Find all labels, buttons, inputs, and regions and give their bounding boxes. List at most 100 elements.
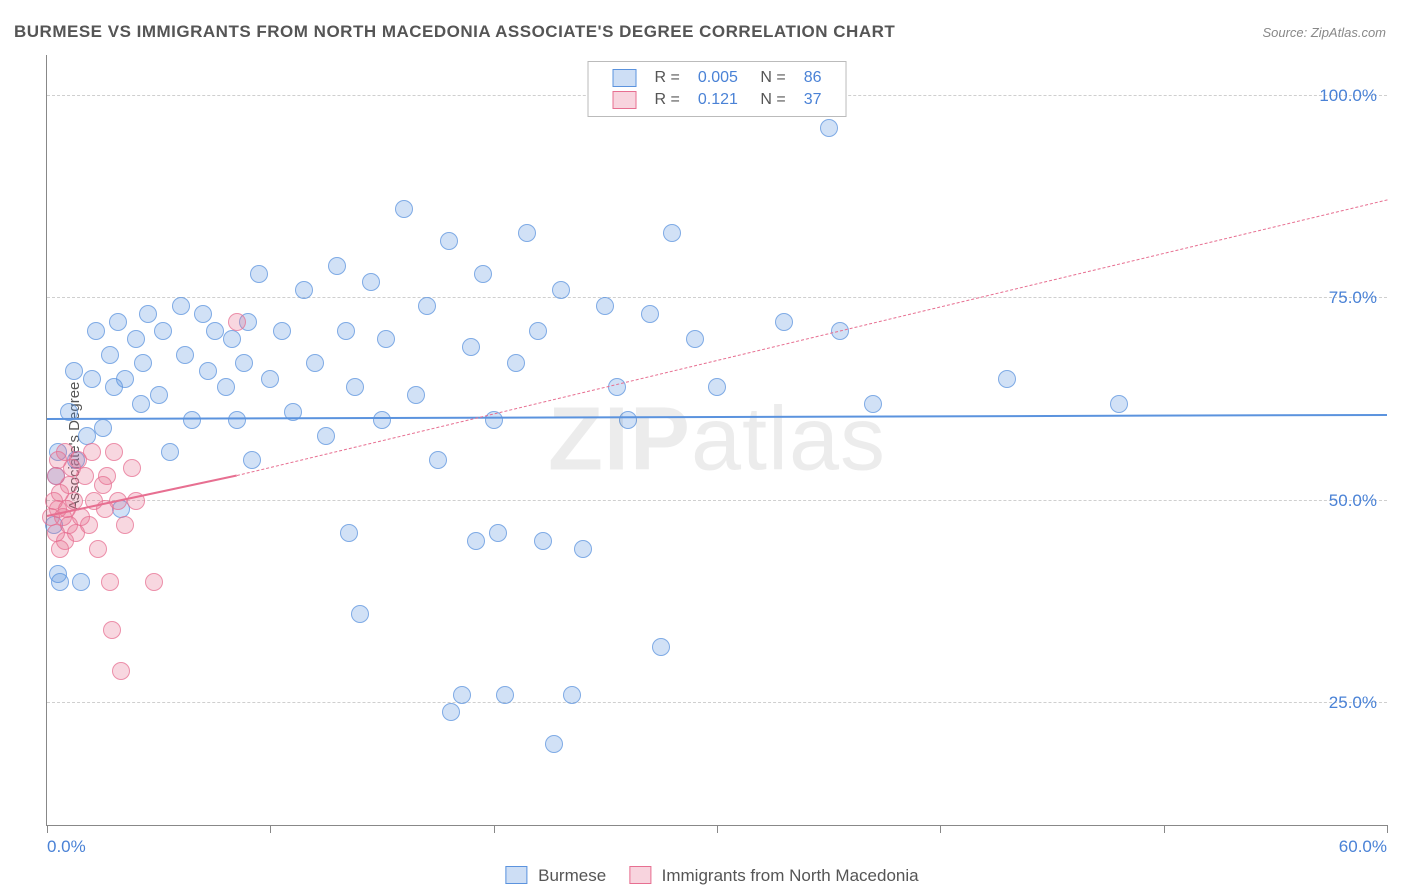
dot-burmese [534,532,552,550]
dot-burmese [223,330,241,348]
gridline [47,500,1387,501]
dot-burmese [552,281,570,299]
legend-row-burmese: R =0.005 N =86 [605,68,830,88]
swatch-macedonia-bottom [629,866,651,884]
dot-macedonia [123,459,141,477]
dot-burmese [545,735,563,753]
dot-burmese [109,313,127,331]
dot-macedonia [116,516,134,534]
dot-macedonia [98,467,116,485]
watermark-light: atlas [691,390,886,490]
correlation-legend: R =0.005 N =86 R =0.121 N =37 [588,61,847,117]
trend-line [47,414,1387,420]
y-tick-label: 25.0% [1329,693,1377,713]
dot-macedonia [89,540,107,558]
dot-burmese [377,330,395,348]
dot-burmese [150,386,168,404]
dot-burmese [72,573,90,591]
dot-burmese [496,686,514,704]
dot-burmese [101,346,119,364]
dot-macedonia [228,313,246,331]
x-tick [1164,825,1165,833]
dot-burmese [78,427,96,445]
dot-burmese [228,411,246,429]
r-value-macedonia: 0.121 [690,90,746,110]
x-tick [270,825,271,833]
dot-burmese [641,305,659,323]
dot-burmese [306,354,324,372]
dot-burmese [83,370,101,388]
dot-burmese [250,265,268,283]
x-tick [494,825,495,833]
dot-burmese [608,378,626,396]
dot-burmese [217,378,235,396]
dot-burmese [243,451,261,469]
gridline [47,702,1387,703]
dot-burmese [998,370,1016,388]
x-tick [940,825,941,833]
n-value-macedonia: 37 [796,90,830,110]
dot-burmese [199,362,217,380]
dot-burmese [132,395,150,413]
dot-burmese [864,395,882,413]
dot-burmese [94,419,112,437]
y-tick-label: 100.0% [1319,86,1377,106]
dot-burmese [418,297,436,315]
dot-burmese [563,686,581,704]
dot-burmese [489,524,507,542]
dot-burmese [172,297,190,315]
dot-burmese [139,305,157,323]
dot-burmese [176,346,194,364]
dot-burmese [1110,395,1128,413]
dot-burmese [467,532,485,550]
dot-burmese [183,411,201,429]
dot-burmese [652,638,670,656]
dot-macedonia [145,573,163,591]
dot-macedonia [76,467,94,485]
dot-macedonia [83,443,101,461]
dot-burmese [154,322,172,340]
dot-burmese [295,281,313,299]
x-tick-label: 60.0% [1339,837,1387,857]
legend-label-burmese: Burmese [538,866,606,885]
dot-burmese [362,273,380,291]
dot-burmese [65,362,83,380]
x-tick [47,825,48,833]
scatter-plot: ZIPatlas R =0.005 N =86 R =0.121 N =37 2… [46,55,1387,826]
dot-burmese [51,573,69,591]
source-attribution: Source: ZipAtlas.com [1262,25,1386,40]
dot-burmese [340,524,358,542]
dot-burmese [337,322,355,340]
dot-burmese [574,540,592,558]
r-value-burmese: 0.005 [690,68,746,88]
y-tick-label: 50.0% [1329,491,1377,511]
dot-burmese [127,330,145,348]
dot-burmese [518,224,536,242]
dot-burmese [235,354,253,372]
dot-macedonia [101,573,119,591]
dot-burmese [328,257,346,275]
dot-macedonia [80,516,98,534]
trend-line [237,200,1387,477]
dot-burmese [596,297,614,315]
dot-burmese [134,354,152,372]
dot-burmese [261,370,279,388]
dot-burmese [317,427,335,445]
dot-burmese [206,322,224,340]
legend-label-macedonia: Immigrants from North Macedonia [662,866,919,885]
dot-burmese [453,686,471,704]
dot-burmese [87,322,105,340]
dot-burmese [194,305,212,323]
dot-burmese [429,451,447,469]
dot-burmese [474,265,492,283]
gridline [47,297,1387,298]
dot-burmese [161,443,179,461]
dot-burmese [442,703,460,721]
dot-burmese [663,224,681,242]
y-tick-label: 75.0% [1329,288,1377,308]
dot-burmese [462,338,480,356]
dot-burmese [351,605,369,623]
chart-title: BURMESE VS IMMIGRANTS FROM NORTH MACEDON… [14,22,895,42]
dot-burmese [507,354,525,372]
swatch-burmese-bottom [505,866,527,884]
